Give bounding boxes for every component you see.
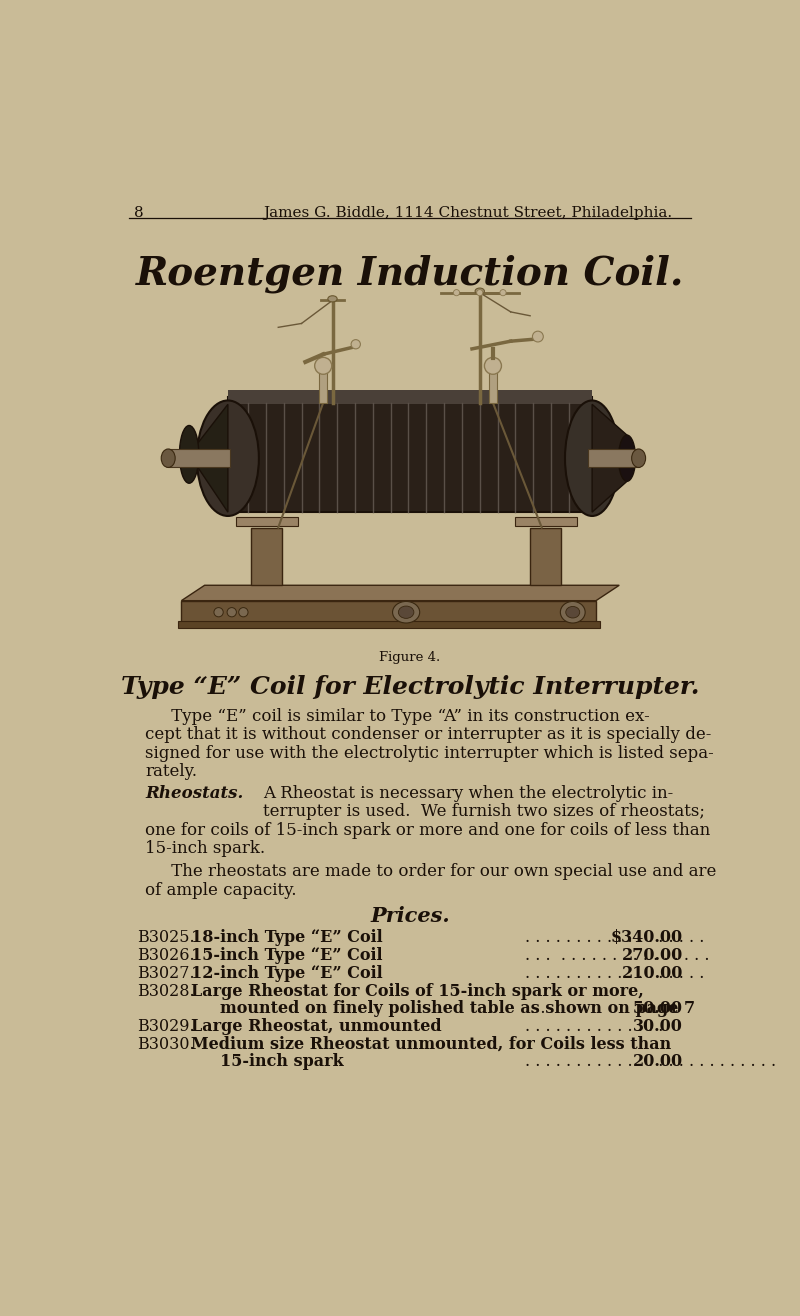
Polygon shape [189,404,228,512]
Text: A Rheostat is necessary when the electrolytic in-: A Rheostat is necessary when the electro… [262,784,673,801]
Bar [166,278,654,636]
Ellipse shape [533,332,543,342]
Text: Type “E” Coil for Electrolytic Interrupter.: Type “E” Coil for Electrolytic Interrupt… [121,675,699,699]
Text: Figure 4.: Figure 4. [379,650,441,663]
Text: 15-inch spark.: 15-inch spark. [145,840,265,857]
Text: 12-inch Type “E” Coil: 12-inch Type “E” Coil [191,965,383,982]
Text: 15-inch Type “E” Coil: 15-inch Type “E” Coil [191,948,383,965]
Ellipse shape [179,425,199,483]
Ellipse shape [485,358,502,374]
Text: . . . . . . . . . . . . . . . . . . . . . . . . .: . . . . . . . . . . . . . . . . . . . . … [525,1053,776,1070]
Text: The rheostats are made to order for our own special use and are: The rheostats are made to order for our … [145,863,716,880]
Text: 270.00: 270.00 [622,948,683,965]
Text: signed for use with the electrolytic interrupter which is listed sepa-: signed for use with the electrolytic int… [145,745,714,762]
Text: 30.00: 30.00 [633,1019,683,1034]
Text: . . . . . . . . . . . . . .: . . . . . . . . . . . . . . [525,1019,663,1034]
Text: $340.00: $340.00 [610,929,683,946]
Ellipse shape [477,290,483,296]
Polygon shape [592,404,627,512]
Bar [228,391,592,404]
Text: B3028.: B3028. [138,983,195,1000]
Ellipse shape [475,288,485,295]
Ellipse shape [162,449,175,467]
Text: . . . . . . . . . . . . . . . . . .: . . . . . . . . . . . . . . . . . . [525,929,704,946]
Polygon shape [530,528,561,586]
Text: 15-inch spark: 15-inch spark [220,1053,344,1070]
Text: Large Rheostat for Coils of 15-inch spark or more,: Large Rheostat for Coils of 15-inch spar… [191,983,644,1000]
Text: Type “E” coil is similar to Type “A” in its construction ex-: Type “E” coil is similar to Type “A” in … [145,708,650,725]
Text: rately.: rately. [145,763,197,780]
Ellipse shape [560,601,585,622]
Text: . . .  . . . . . . . . . . . . . . .: . . . . . . . . . . . . . . . . . . [525,948,710,965]
Bar [236,517,298,526]
Ellipse shape [393,601,420,622]
Bar [168,449,230,467]
Text: mounted on finely polished table as shown on page 7: mounted on finely polished table as show… [220,1000,695,1017]
Ellipse shape [566,607,580,619]
Text: 50.00: 50.00 [633,1000,683,1017]
Text: cept that it is without condenser or interrupter as it is specially de-: cept that it is without condenser or int… [145,726,711,744]
Text: . .: . . [525,1000,546,1017]
Text: James G. Biddle, 1114 Chestnut Street, Philadelphia.: James G. Biddle, 1114 Chestnut Street, P… [262,205,672,220]
Text: B3025.: B3025. [138,929,195,946]
Ellipse shape [314,358,332,374]
Text: B3029.: B3029. [138,1019,195,1034]
Ellipse shape [618,436,635,482]
Bar [182,600,596,624]
Ellipse shape [238,608,248,617]
Text: B3026.: B3026. [138,948,195,965]
Bar [489,361,497,403]
Bar [228,396,592,512]
Text: 8: 8 [134,205,144,220]
Ellipse shape [214,608,223,617]
Text: Large Rheostat, unmounted: Large Rheostat, unmounted [191,1019,442,1034]
Ellipse shape [351,340,361,349]
Bar [588,449,638,467]
Ellipse shape [398,607,414,619]
Ellipse shape [227,608,237,617]
Text: Medium size Rheostat unmounted, for Coils less than: Medium size Rheostat unmounted, for Coil… [191,1036,672,1053]
Text: of ample capacity.: of ample capacity. [145,882,297,899]
Polygon shape [182,586,619,600]
Text: B3030.: B3030. [138,1036,195,1053]
Text: 210.00: 210.00 [622,965,683,982]
Text: 18-inch Type “E” Coil: 18-inch Type “E” Coil [191,929,383,946]
Ellipse shape [197,400,259,516]
Polygon shape [251,528,282,586]
Text: . . . . . . . . . . . . . . . . . .: . . . . . . . . . . . . . . . . . . [525,965,704,982]
Bar [178,621,600,628]
Bar [319,361,327,403]
Text: one for coils of 15-inch spark or more and one for coils of less than: one for coils of 15-inch spark or more a… [145,821,710,838]
Ellipse shape [500,290,506,296]
Ellipse shape [328,296,337,301]
Text: terrupter is used.  We furnish two sizes of rheostats;: terrupter is used. We furnish two sizes … [262,803,705,820]
Text: Rheostats.: Rheostats. [145,784,243,801]
Text: Prices.: Prices. [370,907,450,926]
Ellipse shape [454,290,459,296]
Text: B3027.: B3027. [138,965,195,982]
Bar [514,517,577,526]
Text: 20.00: 20.00 [633,1053,683,1070]
Text: Roentgen Induction Coil.: Roentgen Induction Coil. [136,254,684,292]
Ellipse shape [632,449,646,467]
Ellipse shape [565,400,619,516]
